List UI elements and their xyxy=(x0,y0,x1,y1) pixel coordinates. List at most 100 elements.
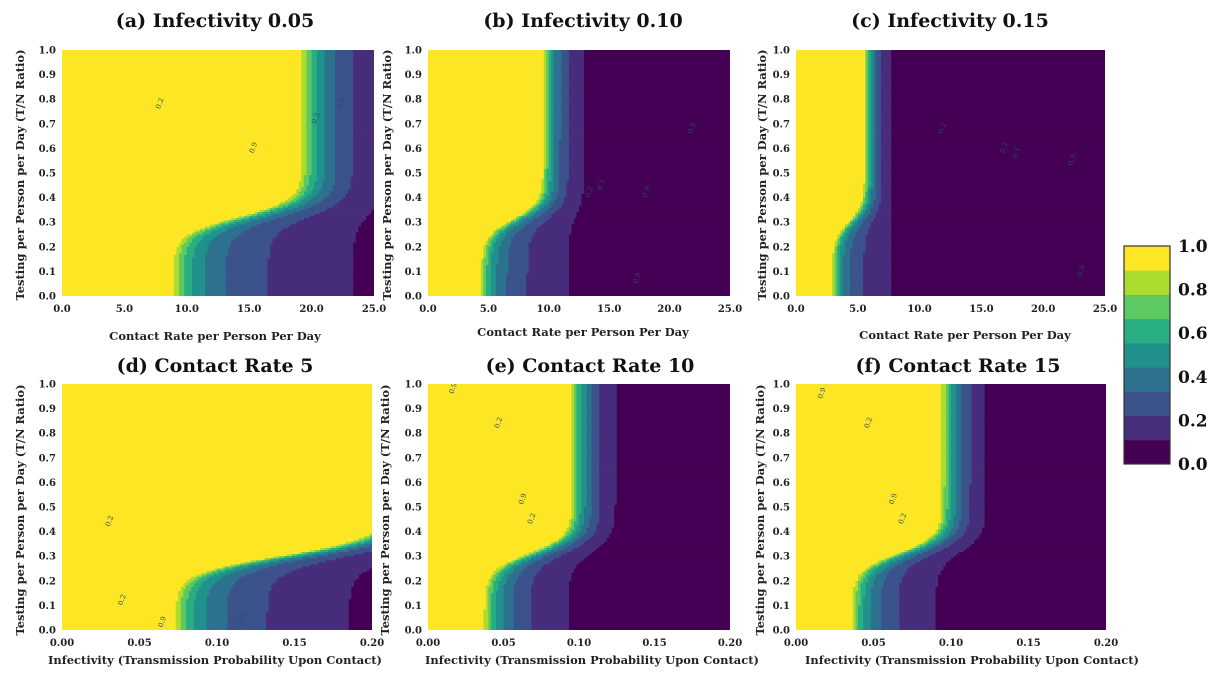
contour-band xyxy=(862,287,892,291)
contour-band xyxy=(275,207,284,211)
contour-band xyxy=(548,115,552,119)
contour-band xyxy=(865,160,869,164)
contour-band xyxy=(553,113,562,117)
contour-band xyxy=(862,281,892,285)
contour-band xyxy=(485,275,492,279)
contour-band xyxy=(847,236,856,240)
contour-band xyxy=(62,488,372,492)
contour-band xyxy=(428,595,487,598)
contour-band xyxy=(591,400,600,404)
contour-band xyxy=(543,197,547,201)
contour-band xyxy=(839,248,846,252)
contour-band xyxy=(796,422,942,426)
contour-band xyxy=(796,394,942,397)
contour-band xyxy=(227,613,267,617)
x-tick-label: 25.0 xyxy=(362,304,386,315)
contour-band xyxy=(543,183,547,186)
contour-band xyxy=(796,123,867,127)
contour-band xyxy=(227,611,267,615)
contour-band xyxy=(62,86,302,90)
contour-band xyxy=(568,257,730,260)
contour-band xyxy=(568,134,585,137)
contour-band xyxy=(192,261,206,264)
contour-band xyxy=(573,410,578,414)
contour-band xyxy=(579,545,600,549)
contour-band xyxy=(543,115,547,119)
contour-band xyxy=(263,558,267,561)
contour-band xyxy=(880,76,892,80)
contour-band xyxy=(616,482,730,486)
contour-band xyxy=(548,218,575,221)
contour-band xyxy=(865,203,869,207)
contour-band xyxy=(301,107,307,111)
contour-band xyxy=(870,84,874,88)
contour-band xyxy=(796,187,864,190)
contour-band xyxy=(948,425,952,428)
contour-band xyxy=(306,132,313,135)
contour-band xyxy=(531,597,570,600)
contour-band xyxy=(62,556,275,559)
contour-band xyxy=(961,412,973,416)
contour-band xyxy=(548,113,552,117)
contour-band xyxy=(891,152,1105,156)
contour-band xyxy=(543,54,547,57)
x-tick-label: 20.0 xyxy=(657,304,681,315)
contour-band xyxy=(538,216,552,219)
contour-band xyxy=(945,425,950,428)
contour-band xyxy=(511,572,522,576)
contour-band xyxy=(543,211,555,215)
contour-band xyxy=(428,482,573,486)
x-tick-label: 15.0 xyxy=(969,304,993,315)
y-tick-label: 0.4 xyxy=(39,527,56,538)
contour-band xyxy=(553,199,565,203)
contour-band xyxy=(860,201,864,205)
contour-band xyxy=(206,627,228,630)
contour-band xyxy=(500,240,512,244)
contour-band xyxy=(495,275,507,279)
contour-band xyxy=(353,166,374,170)
contour-band xyxy=(428,554,525,557)
x-tick-label: 15.0 xyxy=(597,304,621,315)
contour-band xyxy=(945,422,950,426)
contour-band xyxy=(870,158,874,162)
contour-band xyxy=(573,504,578,508)
contour-band xyxy=(850,250,867,254)
contour-band xyxy=(306,134,313,137)
contour-band xyxy=(551,117,555,121)
contour-band xyxy=(551,99,555,102)
contour-band xyxy=(553,173,560,176)
contour-band xyxy=(175,615,182,619)
contour-band xyxy=(543,97,547,100)
contour-band xyxy=(508,257,530,260)
y-tick-label: 0.1 xyxy=(405,267,422,278)
contour-band xyxy=(62,443,372,447)
contour-band xyxy=(62,111,302,115)
contour-band xyxy=(571,388,575,391)
contour-band xyxy=(301,179,305,182)
contour-band xyxy=(599,408,618,412)
contour-band xyxy=(878,209,892,213)
contour-band xyxy=(202,236,216,240)
contour-band xyxy=(62,449,372,453)
contour-band xyxy=(543,56,547,59)
contour-band xyxy=(293,203,305,207)
contour-band xyxy=(428,99,545,102)
contour-band xyxy=(254,211,258,215)
contour-band xyxy=(571,513,575,516)
y-tick-label: 0.8 xyxy=(773,95,790,106)
contour-band xyxy=(324,125,336,129)
contour-band xyxy=(495,291,507,295)
contour-band xyxy=(193,578,200,582)
contour-band xyxy=(573,511,578,514)
contour-band xyxy=(301,105,307,108)
contour-band xyxy=(335,175,354,178)
contour-band xyxy=(880,127,892,131)
contour-band xyxy=(62,132,302,135)
contour-band xyxy=(870,99,874,102)
contour-band xyxy=(880,107,892,111)
contour-band xyxy=(227,609,270,613)
contour-band xyxy=(62,453,372,457)
contour-band xyxy=(205,273,227,277)
contour-band xyxy=(303,181,310,184)
contour-band xyxy=(316,177,326,180)
